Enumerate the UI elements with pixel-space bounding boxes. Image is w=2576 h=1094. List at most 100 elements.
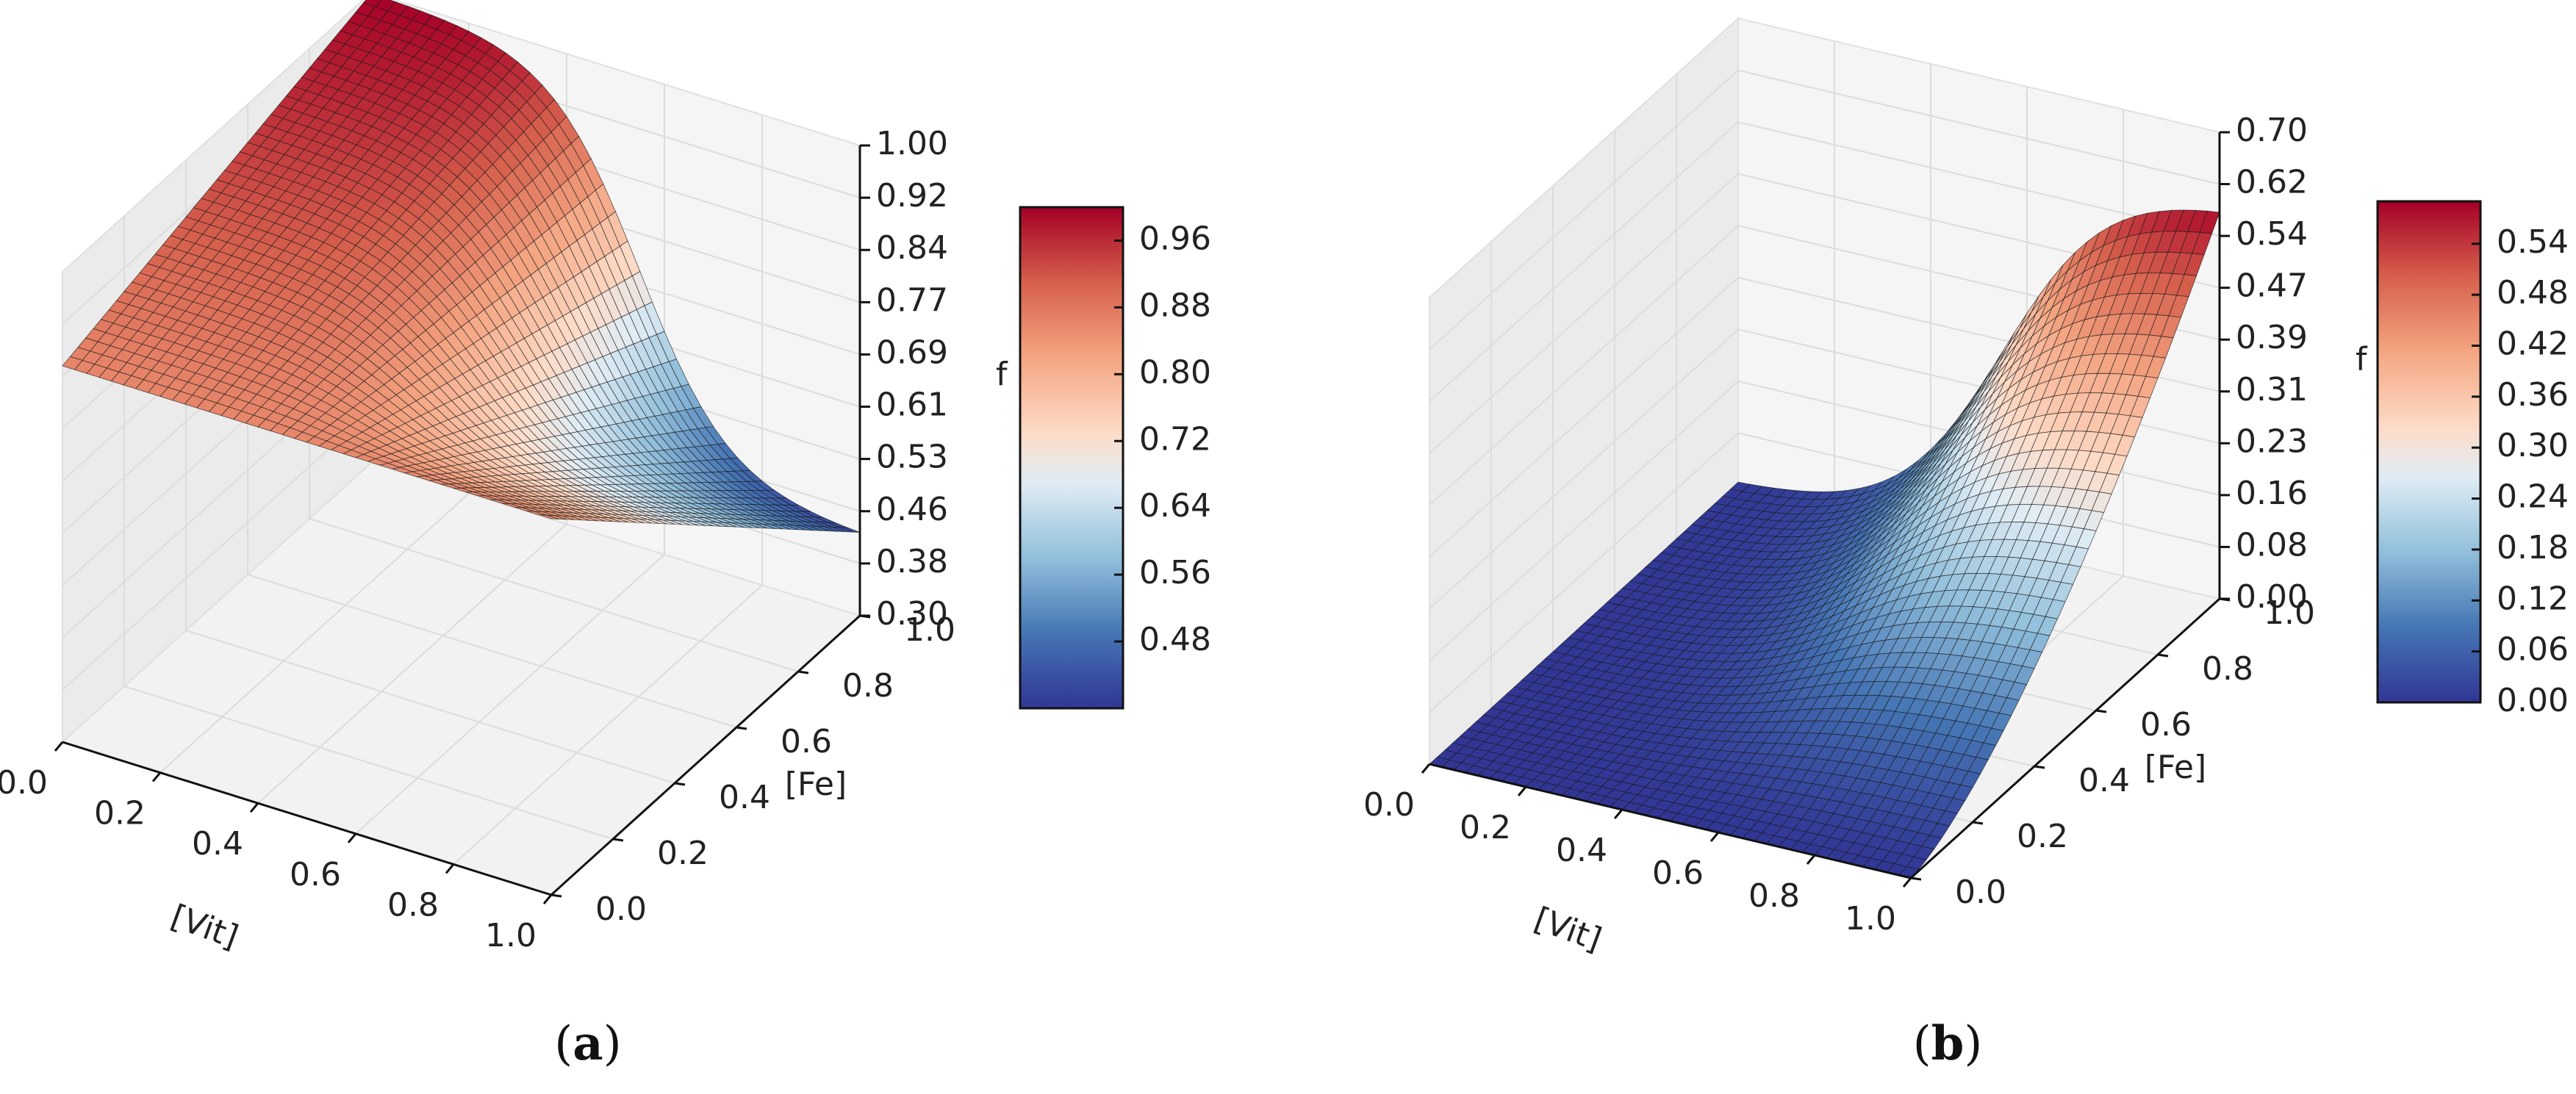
z-tick-label: 0.53 <box>876 439 948 476</box>
colorbar: 0.54 0.48 0.42 0.36 0.30 0.24 0.18 0.12 0.06 0.00 <box>2376 200 2569 719</box>
y-tick-label: 0.4 <box>2078 762 2130 799</box>
colorbar-tick-label: 0.12 <box>2497 580 2569 617</box>
colorbar-tick-label: 0.36 <box>2497 376 2569 414</box>
colorbar-tick-label: 0.00 <box>2497 682 2569 719</box>
colorbar-tick-label: 0.80 <box>1139 353 1211 391</box>
panel-caption: (a) <box>554 1016 621 1071</box>
colorbar-tick-label: 0.06 <box>2497 631 2569 669</box>
y-axis-line <box>550 614 861 896</box>
z-tick-label: 0.39 <box>2236 319 2308 356</box>
x-tick-label: 0.0 <box>0 764 48 802</box>
axes: 0.0 0.2 0.4 0.6 0.8 1.0 0.0 0.2 0.4 0.6 0.8 1.0 0.70… <box>1363 112 2368 959</box>
z-tick-label: 0.61 <box>876 386 948 424</box>
y-axis-line <box>1909 597 2221 879</box>
z-tick-label: 0.92 <box>876 177 948 215</box>
x-tick-label: 0.4 <box>192 825 243 863</box>
y-tick-label: 0.6 <box>781 723 832 760</box>
y-tick-mark <box>2095 709 2107 713</box>
x-axis-label: [Vit] <box>1529 900 1607 959</box>
y-tick-mark <box>736 726 747 730</box>
colorbar-tick-label: 0.96 <box>1139 220 1211 257</box>
x-tick-label: 0.6 <box>290 856 341 893</box>
x-tick-label: 1.0 <box>485 917 537 954</box>
x-tick-mark <box>1613 809 1624 819</box>
z-tick-label: 1.00 <box>876 125 948 162</box>
y-tick-mark <box>1910 877 1922 881</box>
z-tick-label: 0.30 <box>876 595 948 633</box>
colorbar-tick-label: 0.72 <box>1139 420 1211 458</box>
y-tick-label: 0.8 <box>2202 650 2253 688</box>
colorbar-tick-label: 0.64 <box>1139 487 1211 525</box>
z-tick-label: 0.00 <box>2236 578 2308 616</box>
y-tick-label: 0.2 <box>657 835 708 872</box>
z-tick-label: 0.46 <box>876 491 948 528</box>
y-axis-label: [Fe] <box>785 766 847 803</box>
y-tick-mark <box>797 670 809 674</box>
x-tick-label: 0.8 <box>387 886 439 924</box>
colorbar-tick-label: 0.24 <box>2497 478 2569 516</box>
colorbar-gradient <box>1019 206 1124 710</box>
colorbar-tick-label: 0.48 <box>1139 621 1211 658</box>
y-tick-label: 0.4 <box>719 779 770 816</box>
surface <box>1429 209 2220 879</box>
x-tick-mark <box>1806 854 1816 865</box>
x-tick-mark <box>1421 763 1431 774</box>
colorbar-tick-label: 0.54 <box>2497 223 2569 261</box>
x-tick-mark <box>347 832 357 843</box>
colorbar: 0.96 0.88 0.80 0.72 0.64 0.56 0.48 <box>1019 206 1211 710</box>
panel-b: 0.0 0.2 0.4 0.6 0.8 1.0 0.0 0.2 0.4 0.6 0.8 1.0 0.70… <box>1363 16 2569 1071</box>
x-tick-mark <box>542 894 553 904</box>
y-tick-label: 0.8 <box>842 667 894 705</box>
x-tick-label: 0.2 <box>1460 809 1511 846</box>
y-tick-mark <box>1972 821 1984 825</box>
axes: 0.0 0.2 0.4 0.6 0.8 1.0 0.0 0.2 0.4 0.6 0.8 1.0 1.00… <box>0 125 1008 957</box>
z-axis-label: f <box>996 356 1008 393</box>
x-tick-mark <box>1902 877 1912 888</box>
z-tick-label: 0.38 <box>876 543 948 580</box>
z-axis-label: f <box>2356 341 2368 378</box>
x-axis-line <box>1429 763 1912 879</box>
x-tick-mark <box>249 802 259 813</box>
x-axis-line <box>62 741 552 896</box>
colorbar-tick-label: 0.18 <box>2497 529 2569 566</box>
x-tick-label: 0.0 <box>1363 786 1415 824</box>
y-tick-mark <box>612 838 624 842</box>
y-tick-mark <box>2157 653 2169 658</box>
y-tick-label: 1.0 <box>2264 594 2315 632</box>
y-tick-label: 1.0 <box>904 611 955 649</box>
surface <box>62 0 861 533</box>
panel-caption: (b) <box>1913 1016 1983 1071</box>
x-tick-mark <box>54 741 64 752</box>
z-tick-label: 0.62 <box>2236 164 2308 201</box>
x-tick-label: 0.6 <box>1652 854 1704 892</box>
y-tick-label: 0.0 <box>595 890 647 928</box>
z-tick-label: 0.16 <box>2236 475 2308 512</box>
x-tick-label: 0.4 <box>1556 832 1607 869</box>
z-tick-label: 0.23 <box>2236 422 2308 460</box>
x-tick-mark <box>1709 832 1720 842</box>
colorbar-tick-label: 0.42 <box>2497 325 2569 363</box>
x-tick-mark <box>445 863 455 874</box>
colorbar-gradient <box>2376 200 2482 704</box>
x-axis-label: [Vit] <box>166 898 243 957</box>
colorbar-tick-label: 0.30 <box>2497 427 2569 464</box>
z-tick-label: 0.69 <box>876 334 948 371</box>
colorbar-tick-label: 0.56 <box>1139 554 1211 591</box>
y-axis-label: [Fe] <box>2145 749 2206 786</box>
z-tick-label: 0.47 <box>2236 267 2308 305</box>
y-tick-label: 0.6 <box>2140 706 2192 744</box>
colorbar-tick-label: 0.88 <box>1139 287 1211 324</box>
x-tick-mark <box>1517 786 1527 796</box>
z-tick-label: 0.54 <box>2236 215 2308 253</box>
x-tick-label: 0.2 <box>94 795 146 832</box>
y-tick-mark <box>2034 765 2045 769</box>
z-tick-label: 0.70 <box>2236 112 2308 149</box>
z-tick-label: 0.84 <box>876 229 948 267</box>
z-tick-label: 0.77 <box>876 281 948 319</box>
x-tick-label: 0.8 <box>1748 877 1800 915</box>
z-tick-label: 0.08 <box>2236 526 2308 564</box>
z-tick-label: 0.31 <box>2236 371 2308 409</box>
y-tick-label: 0.2 <box>2017 818 2068 855</box>
y-tick-label: 0.0 <box>1955 874 2006 911</box>
